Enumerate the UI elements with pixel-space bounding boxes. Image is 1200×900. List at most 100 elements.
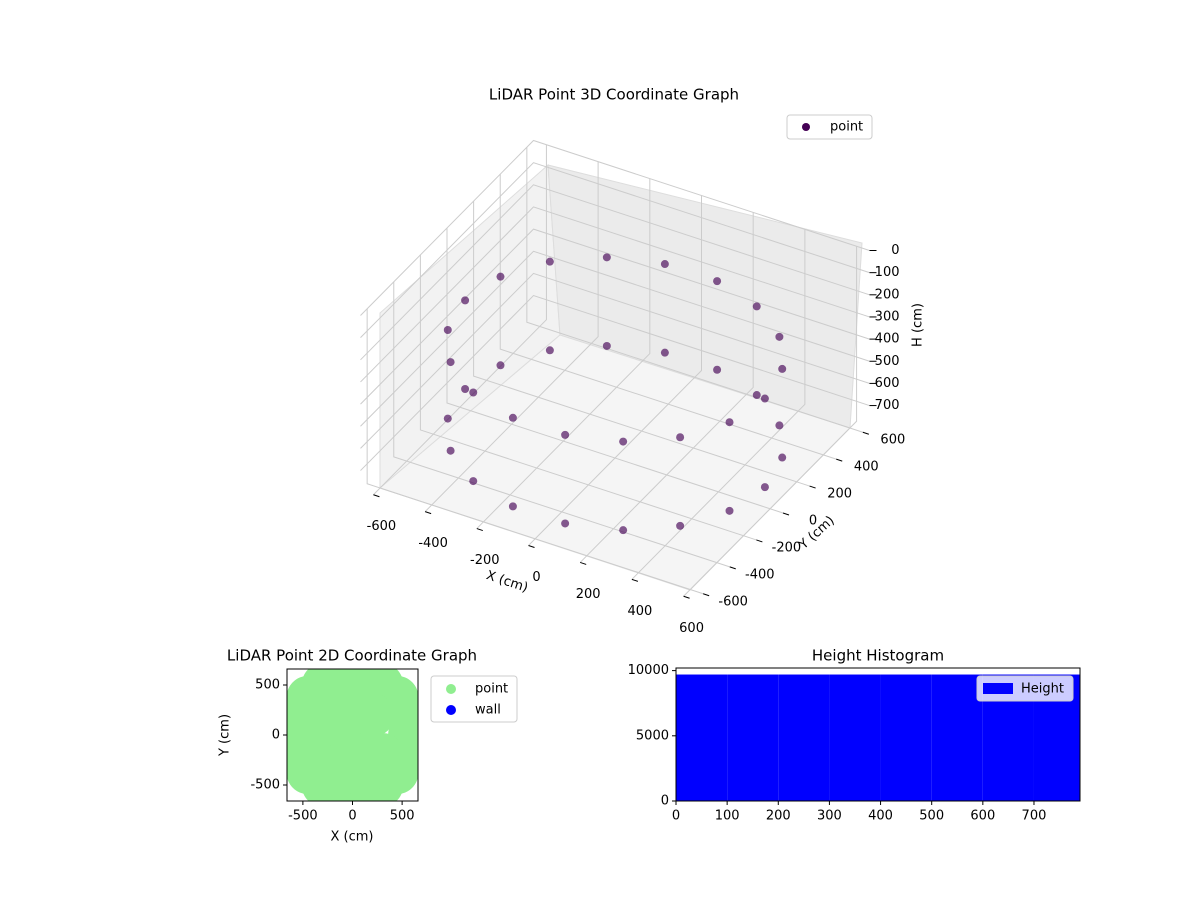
legend-box	[786, 114, 873, 140]
point	[443, 414, 452, 423]
tick-mark	[756, 539, 763, 543]
point	[461, 384, 470, 393]
grid-line	[360, 139, 870, 316]
point	[602, 253, 611, 262]
point	[619, 437, 628, 446]
x-tick-label: 0	[672, 809, 680, 824]
point	[760, 483, 769, 492]
grid-line	[446, 228, 784, 514]
point	[496, 272, 505, 281]
grid-line	[424, 161, 599, 513]
x-axis-label: X (cm)	[484, 568, 530, 596]
x-tick-label: 0	[348, 809, 356, 824]
tick-mark	[580, 561, 587, 565]
x-tick-label: 300	[817, 809, 842, 824]
grid-line	[526, 147, 864, 433]
tick-mark	[862, 431, 870, 435]
x-tick-label: 100	[715, 809, 740, 824]
point	[561, 430, 570, 439]
y-tick-label: 400	[854, 460, 879, 475]
y-tick-label: 500	[255, 678, 280, 693]
tick-mark	[729, 566, 736, 570]
point	[446, 446, 455, 455]
bar	[676, 674, 728, 801]
legend-swatch	[446, 684, 456, 694]
point	[561, 519, 570, 528]
z-tick-label: 300	[875, 309, 900, 324]
legend-label: point	[830, 120, 863, 135]
point	[778, 364, 787, 373]
tick-mark	[702, 593, 710, 597]
x-tick-label: 600	[679, 621, 704, 636]
tick-mark	[809, 485, 816, 489]
legend-label: Height	[1021, 682, 1064, 697]
x-tick-label: 400	[868, 809, 893, 824]
z-tick-label: 600	[875, 376, 900, 391]
grid-line	[683, 246, 858, 597]
grid-line	[360, 206, 870, 383]
point	[752, 391, 761, 400]
point	[725, 506, 734, 515]
tick-mark	[424, 511, 432, 515]
point	[443, 325, 452, 334]
legend-box	[976, 675, 1074, 702]
y-tick-label: -400	[745, 567, 775, 582]
point	[461, 296, 470, 305]
y-tick-label: -200	[772, 540, 802, 555]
grid-line	[360, 294, 870, 471]
point	[330, 743, 375, 787]
tick-mark	[476, 528, 483, 532]
point	[508, 502, 517, 511]
point	[676, 521, 685, 530]
x-tick-label: 400	[627, 604, 652, 619]
tick-mark	[836, 458, 843, 462]
grid-line	[528, 195, 702, 546]
point	[545, 346, 554, 355]
bar	[727, 674, 779, 801]
y-tick-label: -500	[250, 778, 280, 793]
x-tick-label: 200	[766, 809, 791, 824]
tick-mark	[373, 494, 380, 498]
z-tick-label: 700	[875, 398, 900, 413]
bar	[778, 674, 830, 801]
z-axis-label: H (cm)	[911, 303, 926, 347]
x-axis-label: X (cm)	[331, 830, 374, 845]
grid-line	[473, 201, 810, 487]
point	[496, 361, 505, 370]
x-tick-label: -400	[418, 536, 448, 551]
x-tick-label: 600	[970, 809, 995, 824]
axes-frame	[675, 667, 1081, 802]
legend-swatch	[802, 123, 810, 131]
y-tick-label: 10000	[628, 663, 669, 678]
bar	[829, 674, 881, 801]
grid-line	[499, 174, 837, 460]
point	[619, 526, 628, 535]
point	[713, 277, 722, 286]
grid-line	[476, 178, 651, 529]
grid-line	[360, 228, 870, 405]
y-tick-label: 600	[880, 433, 905, 448]
tick-mark	[631, 578, 639, 582]
point	[775, 332, 784, 341]
point	[602, 341, 611, 350]
grid-line	[393, 281, 730, 568]
y-tick-label: 0	[661, 794, 669, 809]
y-tick-label: 0	[809, 514, 817, 529]
y-tick-label: -600	[718, 594, 748, 609]
tick-mark	[782, 512, 790, 516]
point	[660, 348, 669, 357]
legend-swatch	[983, 683, 1013, 694]
grid-line	[373, 144, 547, 496]
grid-line	[419, 254, 757, 541]
x-tick-label: -600	[367, 519, 397, 534]
point	[508, 413, 517, 422]
x-tick-label: 500	[390, 809, 415, 824]
x-tick-label: 700	[1022, 809, 1047, 824]
x-tick-label: -500	[288, 809, 318, 824]
chart-title: LiDAR Point 3D Coordinate Graph	[489, 86, 739, 104]
point	[725, 418, 734, 427]
y-tick-label: 0	[272, 728, 280, 743]
x-tick-label: 500	[919, 809, 944, 824]
grid-line	[360, 272, 870, 449]
